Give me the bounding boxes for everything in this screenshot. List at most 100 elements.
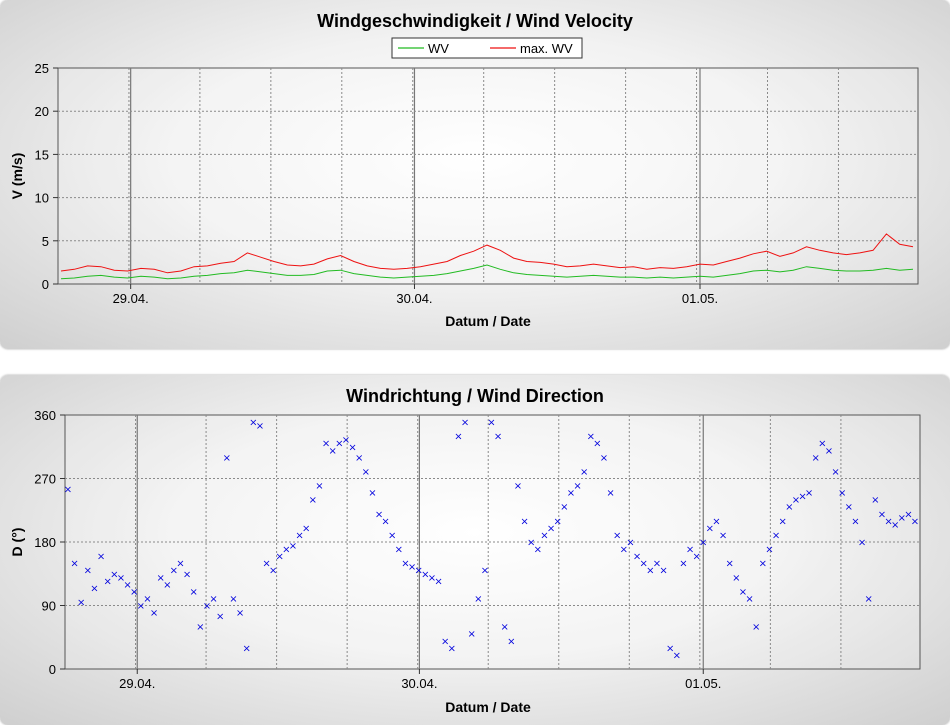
y-tick-label: 90: [42, 599, 56, 614]
data-point: ×: [474, 594, 482, 605]
series-line-wv: [60, 264, 914, 280]
x-tick-label: 30.04.: [401, 676, 437, 691]
data-point: ×: [441, 636, 449, 647]
wind-velocity-chart: Windgeschwindigkeit / Wind Velocity 0 5 10 1…: [9, 11, 919, 329]
data-point: ×: [831, 467, 839, 478]
data-point: ×: [765, 545, 773, 556]
data-point: ×: [342, 435, 350, 446]
data-point: ×: [785, 502, 793, 513]
data-point: ×: [864, 594, 872, 605]
data-point: ×: [858, 538, 866, 549]
data-point: ×: [454, 432, 462, 443]
data-point: ×: [699, 538, 707, 549]
chart-title: Windrichtung / Wind Direction: [346, 386, 604, 406]
data-point: ×: [256, 421, 264, 432]
data-point: ×: [335, 439, 343, 450]
y-tick-label: 0: [49, 662, 56, 677]
data-point: ×: [269, 566, 277, 577]
data-point: ×: [600, 453, 608, 464]
data-point: ×: [97, 552, 105, 563]
data-point: ×: [276, 552, 284, 563]
legend-box: [391, 37, 583, 59]
data-point: ×: [553, 516, 561, 527]
data-point: ×: [726, 559, 734, 570]
data-point: ×: [666, 643, 674, 654]
data-point: ×: [606, 488, 614, 499]
data-point: ×: [289, 541, 297, 552]
wind-velocity-chart-panel: Windgeschwindigkeit / Wind Velocity 0 5 10 1…: [0, 0, 950, 349]
data-point: ×: [229, 594, 237, 605]
y-tick-label: 5: [42, 234, 49, 249]
data-point: ×: [110, 569, 118, 580]
data-point: ×: [547, 523, 555, 534]
data-point: ×: [540, 530, 548, 541]
data-point: ×: [362, 467, 370, 478]
data-point: ×: [223, 453, 231, 464]
data-point: ×: [117, 573, 125, 584]
data-point: ×: [309, 495, 317, 506]
data-point: ×: [706, 523, 714, 534]
y-tick-label: 270: [34, 472, 56, 487]
legend-label-wv: WV: [428, 41, 449, 56]
data-point: ×: [282, 545, 290, 556]
series-line-max-wv: [60, 233, 914, 274]
data-point: ×: [812, 453, 820, 464]
x-tick-label: 29.04.: [113, 291, 149, 306]
data-point: ×: [659, 566, 667, 577]
data-point: ×: [884, 516, 892, 527]
data-point: ×: [772, 530, 780, 541]
data-point: ×: [487, 418, 495, 429]
y-tick-label: 15: [35, 147, 49, 162]
data-point: ×: [295, 530, 303, 541]
data-point: ×: [196, 622, 204, 633]
x-tick-label: 30.04.: [396, 291, 432, 306]
data-point: ×: [322, 439, 330, 450]
data-point: ×: [481, 566, 489, 577]
data-point: ×: [587, 432, 595, 443]
data-point: ×: [878, 509, 886, 520]
data-point: ×: [745, 594, 753, 605]
data-point: ×: [507, 636, 515, 647]
data-point: ×: [104, 576, 112, 587]
data-point: ×: [163, 580, 171, 591]
data-point: ×: [401, 559, 409, 570]
data-point: ×: [170, 566, 178, 577]
data-point: ×: [434, 576, 442, 587]
data-point: ×: [838, 488, 846, 499]
data-point: ×: [328, 446, 336, 457]
data-point: ×: [395, 545, 403, 556]
data-point: ×: [798, 492, 806, 503]
data-point: ×: [633, 552, 641, 563]
data-point: ×: [123, 580, 131, 591]
y-tick-label: 20: [35, 104, 49, 119]
data-point: ×: [845, 502, 853, 513]
data-point: ×: [792, 495, 800, 506]
data-point: ×: [679, 559, 687, 570]
data-point: ×: [778, 516, 786, 527]
wind-direction-chart: Windrichtung / Wind Direction 0 90 180 270 36…: [9, 386, 921, 715]
x-tick-label: 29.04.: [119, 676, 155, 691]
data-point: ×: [242, 643, 250, 654]
data-point: ×: [203, 601, 211, 612]
data-point: ×: [805, 488, 813, 499]
data-point: ×: [514, 481, 522, 492]
y-tick-label: 180: [34, 535, 56, 550]
data-point: ×: [891, 520, 899, 531]
data-point: ×: [262, 559, 270, 570]
y-tick-label: 0: [42, 277, 49, 292]
data-point: ×: [130, 587, 138, 598]
data-point: ×: [692, 552, 700, 563]
data-point: ×: [348, 442, 356, 453]
data-point: ×: [461, 418, 469, 429]
data-point: ×: [388, 530, 396, 541]
data-point: ×: [156, 573, 164, 584]
y-tick-label: 360: [34, 408, 56, 423]
data-point: ×: [216, 612, 224, 623]
data-point: ×: [236, 608, 244, 619]
data-point: ×: [408, 562, 416, 573]
x-axis-title: Datum / Date: [445, 313, 531, 329]
data-point: ×: [534, 545, 542, 556]
data-point: ×: [871, 495, 879, 506]
y-tick-label: 25: [35, 61, 49, 76]
data-point: ×: [739, 587, 747, 598]
